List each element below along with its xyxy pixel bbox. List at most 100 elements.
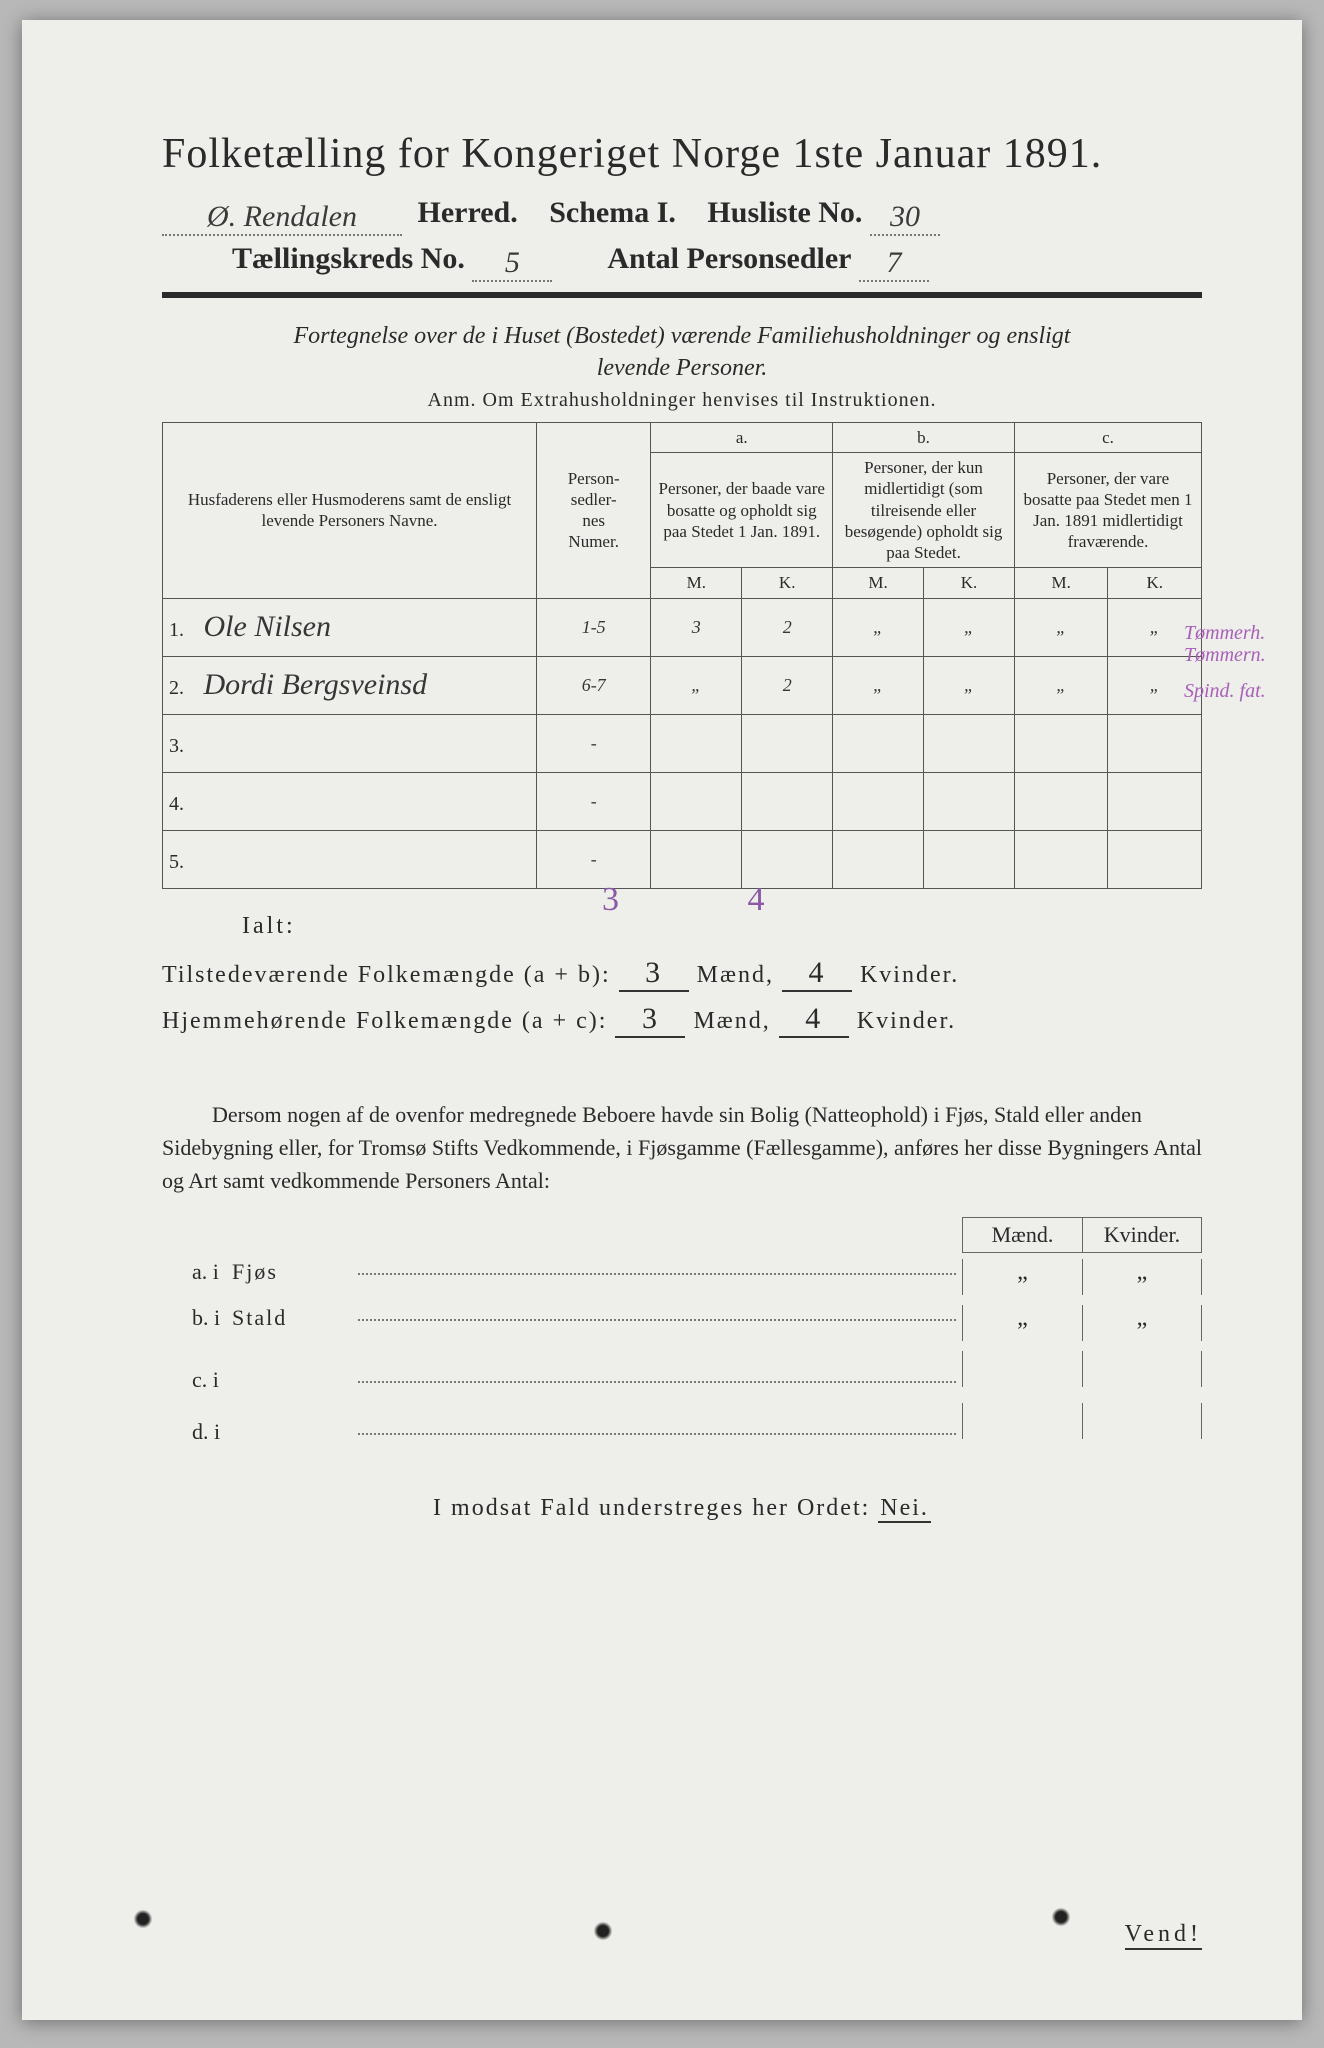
fjos-k: „ <box>1082 1259 1202 1295</box>
totals-line1-m: 3 <box>619 956 689 992</box>
fjos-name: Fjøs <box>232 1259 352 1285</box>
fjos-row: a. iFjøs„„ <box>162 1259 1202 1295</box>
dotted-leader <box>358 1433 956 1435</box>
hole-punch-icon <box>132 1908 154 1930</box>
kvinder-label-2: Kvinder. <box>857 1008 956 1034</box>
kvinder-label: Kvinder. <box>860 962 959 988</box>
col-head-a-top: a. <box>651 422 833 452</box>
maend-label-2: Mænd, <box>693 1008 770 1034</box>
row-name: 5. <box>163 830 537 888</box>
table-row: 3. - <box>163 714 1202 772</box>
row-a-m <box>651 772 742 830</box>
household-table: Husfaderens eller Husmoderens samt de en… <box>162 422 1202 889</box>
fjos-lbl: d. i <box>162 1419 232 1445</box>
row-num: - <box>537 714 651 772</box>
row-b-k <box>924 772 1015 830</box>
col-a-m: M. <box>651 568 742 598</box>
row-c-k <box>1108 772 1202 830</box>
fjos-rows: a. iFjøs„„b. iStald„„c. id. i <box>162 1259 1202 1445</box>
row-name: 1. Ole Nilsen <box>163 598 537 656</box>
dotted-leader <box>358 1381 956 1383</box>
mk-maend: Mænd. <box>962 1217 1082 1253</box>
margin-annotation: Tømmerh. Tømmern. <box>1184 622 1294 666</box>
nei-word: Nei. <box>878 1495 931 1523</box>
col-head-b: Personer, der kun midlertidigt (som tilr… <box>833 453 1015 568</box>
fjos-k: „ <box>1082 1305 1202 1341</box>
row-c-m <box>1014 830 1108 888</box>
row-num: - <box>537 772 651 830</box>
fjos-k <box>1082 1351 1202 1387</box>
row-name: 2. Dordi Bergsveinsd <box>163 656 537 714</box>
fjos-m <box>962 1403 1082 1439</box>
totals-line1-k: 4 <box>782 956 852 992</box>
row-a-k <box>742 772 833 830</box>
divider-rule <box>162 292 1202 298</box>
margin-annotation: Spind. fat. <box>1184 680 1294 702</box>
maend-label: Mænd, <box>697 962 774 988</box>
main-table-wrapper: Husfaderens eller Husmoderens samt de en… <box>162 422 1202 889</box>
row-b-m <box>833 772 924 830</box>
row-c-m: „ <box>1014 598 1108 656</box>
subheading-line-1: Fortegnelse over de i Huset (Bostedet) v… <box>294 323 1071 349</box>
fjos-lbl: c. i <box>162 1367 232 1393</box>
row-b-k <box>924 830 1015 888</box>
fjos-m: „ <box>962 1259 1082 1295</box>
hole-punch-icon <box>592 1920 614 1942</box>
fjos-paragraph: Dersom nogen af de ovenfor medregnede Be… <box>162 1098 1202 1197</box>
schema-label: Schema I. <box>549 196 676 229</box>
row-b-m: „ <box>833 656 924 714</box>
anm-note: Anm. Om Extrahusholdninger henvises til … <box>162 389 1202 412</box>
row-a-m: „ <box>651 656 742 714</box>
subheading-line-2: levende Personer. <box>597 355 768 381</box>
fjos-row: b. iStald„„ <box>162 1305 1202 1341</box>
totals-line2-pre: Hjemmehørende Folkemængde (a + c): <box>162 1008 607 1034</box>
row-c-k <box>1108 830 1202 888</box>
row-name: 3. <box>163 714 537 772</box>
row-c-m: „ <box>1014 656 1108 714</box>
fjos-name: Stald <box>232 1305 352 1331</box>
mk-header: Mænd. Kvinder. <box>162 1217 1202 1253</box>
husliste-no: 30 <box>870 200 940 236</box>
col-head-num: Person- sedler- nes Numer. <box>537 422 651 598</box>
col-b-m: M. <box>833 568 924 598</box>
totals-line2-m: 3 <box>615 1002 685 1038</box>
row-a-k: 2 <box>742 598 833 656</box>
vend-label: Vend! <box>1125 1921 1202 1950</box>
col-c-k: K. <box>1108 568 1202 598</box>
dotted-leader <box>358 1273 956 1275</box>
col-a-k: K. <box>742 568 833 598</box>
totals-overwrite: 3 4 <box>602 881 825 919</box>
row-c-m <box>1014 714 1108 772</box>
col-head-b-top: b. <box>833 422 1015 452</box>
nei-line: I modsat Fald understreges her Ordet: Ne… <box>162 1495 1202 1522</box>
herred-label: Herred. <box>418 196 518 229</box>
col-b-k: K. <box>924 568 1015 598</box>
kreds-no: 5 <box>472 246 552 282</box>
row-a-m <box>651 714 742 772</box>
row-b-k: „ <box>924 656 1015 714</box>
col-head-name: Husfaderens eller Husmoderens samt de en… <box>163 422 537 598</box>
row-c-m <box>1014 772 1108 830</box>
col-c-m: M. <box>1014 568 1108 598</box>
col-head-c: Personer, der vare bosatte paa Stedet me… <box>1014 453 1201 568</box>
row-b-m <box>833 830 924 888</box>
mk-kvinder: Kvinder. <box>1082 1217 1202 1253</box>
husliste-label: Husliste No. <box>707 196 862 229</box>
subheading: Fortegnelse over de i Huset (Bostedet) v… <box>162 320 1202 385</box>
row-num: 1-5 <box>537 598 651 656</box>
table-row: 1. Ole Nilsen1-532„„„„ <box>163 598 1202 656</box>
header-line-2: Ø. Rendalen Herred. Schema I. Husliste N… <box>162 196 1202 232</box>
fjos-k <box>1082 1403 1202 1439</box>
row-c-k <box>1108 714 1202 772</box>
fjos-lbl: b. i <box>162 1305 232 1331</box>
antal-label: Antal Personsedler <box>607 242 851 275</box>
row-a-k <box>742 830 833 888</box>
table-row: 5. - <box>163 830 1202 888</box>
totals-block: 3 4 Ialt: Tilstedeværende Folkemængde (a… <box>162 913 1202 1038</box>
totals-line1-pre: Tilstedeværende Folkemængde (a + b): <box>162 962 611 988</box>
row-name: 4. <box>163 772 537 830</box>
row-num: 6-7 <box>537 656 651 714</box>
table-row: 4. - <box>163 772 1202 830</box>
herred-handwritten: Ø. Rendalen <box>162 200 402 236</box>
row-b-m <box>833 714 924 772</box>
